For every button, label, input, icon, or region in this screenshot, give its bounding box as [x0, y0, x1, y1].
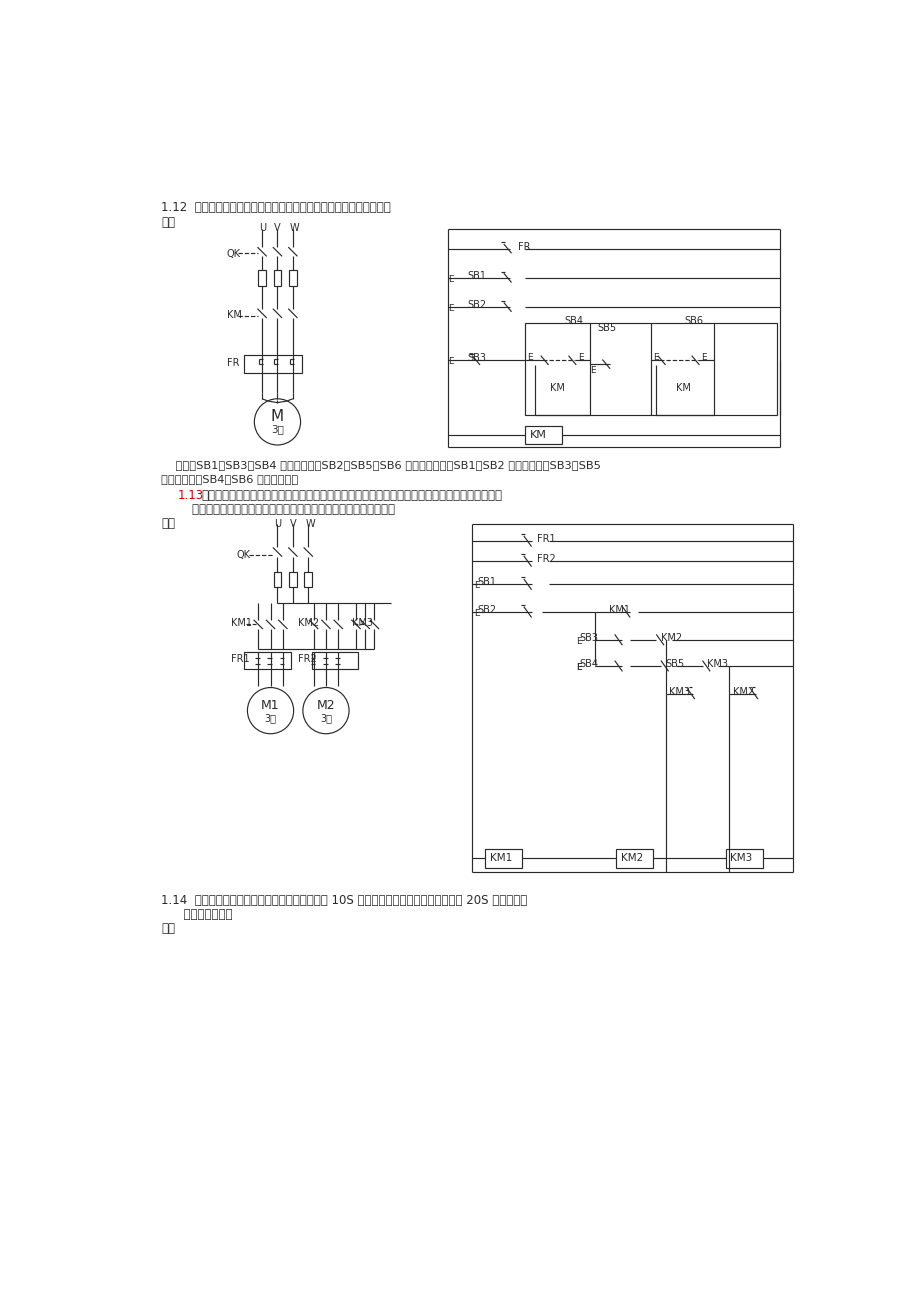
Bar	[273, 572, 281, 587]
Text: E: E	[575, 637, 581, 646]
Text: 3～: 3～	[271, 424, 284, 435]
Text: E: E	[448, 275, 454, 284]
Text: KM3: KM3	[730, 853, 752, 863]
Text: KM2: KM2	[732, 686, 754, 697]
Text: KM3: KM3	[668, 686, 689, 697]
Text: KM3: KM3	[352, 618, 373, 629]
Text: SB3: SB3	[467, 353, 486, 363]
Bar	[289, 271, 297, 285]
Text: E: E	[448, 357, 454, 366]
Text: SB3: SB3	[579, 633, 597, 643]
Text: E: E	[589, 366, 596, 375]
Text: V: V	[274, 223, 280, 233]
Text: KM1: KM1	[231, 618, 252, 629]
Text: 1.12  试设计对一台电动机可以进行两处操作的长动和点动控制线路。: 1.12 试设计对一台电动机可以进行两处操作的长动和点动控制线路。	[161, 201, 391, 214]
Text: KM2: KM2	[620, 853, 642, 863]
Bar	[244, 652, 290, 669]
Text: KM: KM	[675, 383, 690, 393]
Text: SB4: SB4	[579, 659, 597, 669]
Text: E: E	[700, 353, 706, 362]
Text: 1.13: 1.13	[177, 488, 203, 501]
Text: E: E	[448, 305, 454, 312]
Text: E: E	[473, 581, 479, 590]
Text: 解：: 解：	[161, 216, 175, 229]
Text: QK: QK	[236, 549, 250, 560]
Text: E: E	[473, 609, 479, 618]
Text: 开动，主轴能正、反转并可单独停车，有短路、失压和过载保护。: 开动，主轴能正、反转并可单独停车，有短路、失压和过载保护。	[177, 503, 395, 516]
Text: SB5: SB5	[664, 659, 684, 669]
Circle shape	[254, 398, 301, 445]
Text: FR1: FR1	[537, 534, 555, 544]
Bar	[244, 355, 301, 374]
Text: E: E	[575, 663, 581, 672]
Text: U: U	[274, 519, 281, 529]
Text: 解：: 解：	[161, 922, 175, 935]
Text: E: E	[652, 353, 658, 362]
Text: U: U	[259, 223, 266, 233]
Text: E: E	[575, 663, 581, 672]
Bar	[725, 849, 762, 867]
Text: FR: FR	[226, 358, 239, 368]
Bar	[525, 323, 777, 415]
Text: 解：: 解：	[161, 517, 175, 530]
Text: SB1: SB1	[477, 577, 496, 587]
Text: 3～: 3～	[265, 713, 277, 724]
Circle shape	[247, 687, 293, 734]
Text: SB5: SB5	[597, 323, 617, 332]
Bar	[258, 271, 266, 285]
Text: SB1: SB1	[467, 271, 486, 281]
Text: KM2: KM2	[298, 618, 319, 629]
Text: 某机床主轴和润滑油泵各由一台电动机带动，试设计其控制线路，要求主轴必须在油泵开动后才能: 某机床主轴和润滑油泵各由一台电动机带动，试设计其控制线路，要求主轴必须在油泵开动…	[201, 488, 502, 501]
Bar	[616, 849, 652, 867]
Text: 3～: 3～	[320, 713, 332, 724]
Circle shape	[302, 687, 348, 734]
Text: SB6: SB6	[684, 315, 702, 326]
Text: SB4: SB4	[563, 315, 583, 326]
Text: KM: KM	[550, 383, 564, 393]
Text: M: M	[270, 409, 284, 424]
Text: SB2: SB2	[467, 301, 486, 310]
Text: KM2: KM2	[660, 633, 681, 643]
Bar	[273, 271, 281, 285]
Text: 图中，SB1、SB3、SB4 安装在一处，SB2、SB5、SB6 安装在另一处。SB1、SB2 为停止按钮，SB3、SB5: 图中，SB1、SB3、SB4 安装在一处，SB2、SB5、SB6 安装在另一处。…	[161, 461, 600, 470]
Text: V: V	[289, 519, 296, 529]
Text: 动机同时停转。: 动机同时停转。	[161, 907, 233, 921]
Text: KM1: KM1	[607, 605, 629, 615]
Text: KM1: KM1	[490, 853, 512, 863]
Text: FR1: FR1	[231, 655, 250, 664]
Text: QK: QK	[226, 249, 241, 259]
Text: FR: FR	[517, 242, 529, 251]
Text: 1.14  设计一个控制线路，要求第一台电动机起动 10S 后，第二台电动机自动起动，运行 20S 后，两台电: 1.14 设计一个控制线路，要求第一台电动机起动 10S 后，第二台电动机自动起…	[161, 894, 527, 907]
Text: KM: KM	[529, 430, 546, 440]
Text: W: W	[289, 223, 299, 233]
Bar	[289, 572, 297, 587]
Text: M2: M2	[316, 699, 335, 712]
Text: FR2: FR2	[298, 655, 317, 664]
Bar	[485, 849, 522, 867]
Text: FR2: FR2	[537, 555, 555, 564]
Bar	[312, 652, 357, 669]
Text: E: E	[527, 353, 532, 362]
Text: M1: M1	[261, 699, 279, 712]
Text: SB2: SB2	[477, 605, 496, 615]
Bar	[304, 572, 312, 587]
Text: KM: KM	[226, 310, 242, 320]
Text: W: W	[305, 519, 314, 529]
Text: E: E	[577, 353, 583, 362]
Bar	[525, 426, 562, 444]
Text: 为长动按钮，SB4、SB6 为点动按钮。: 为长动按钮，SB4、SB6 为点动按钮。	[161, 474, 298, 484]
Text: KM3: KM3	[707, 659, 727, 669]
